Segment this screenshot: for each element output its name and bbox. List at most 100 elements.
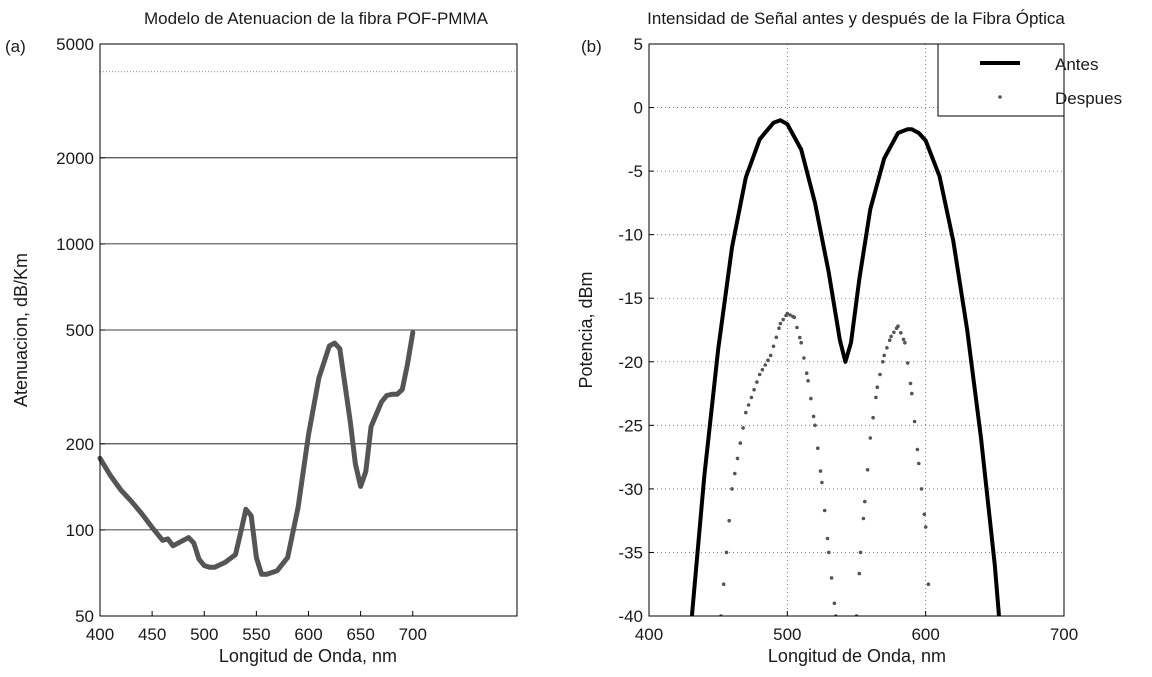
chart-b-point-despues <box>763 363 767 367</box>
chart-b-point-despues <box>816 446 820 451</box>
legend-label-despues: Despues <box>1055 89 1122 108</box>
chart-b-point-despues <box>882 353 886 358</box>
chart-b-point-despues <box>785 311 790 316</box>
chart-b-point-despues <box>889 334 893 339</box>
chart-a-x-tick-label: 600 <box>294 625 322 644</box>
chart-b-point-despues <box>741 426 745 430</box>
chart-b-point-despues <box>813 423 817 428</box>
chart-b-point-despues <box>825 536 830 541</box>
chart-b-point-despues <box>735 456 740 461</box>
chart-b-panel-label: (b) <box>581 37 602 56</box>
chart-b-point-despues <box>901 337 906 342</box>
chart-b-point-despues <box>926 582 931 586</box>
chart-b-point-despues <box>724 550 729 555</box>
chart-b-point-despues <box>917 461 921 466</box>
chart-b-title: Intensidad de Señal antes y después de l… <box>647 9 1065 28</box>
chart-b-point-despues <box>829 576 834 580</box>
chart-a-title: Modelo de Atenuacion de la fibra POF-PMM… <box>144 9 489 28</box>
chart-a-y-tick-label: 500 <box>66 321 94 340</box>
chart-b-point-despues <box>887 338 892 343</box>
chart-b-point-despues <box>766 358 770 363</box>
chart-b-point-despues <box>752 387 756 392</box>
chart-b-x-tick-label: 500 <box>773 625 801 644</box>
chart-b-point-despues <box>760 367 765 372</box>
panel-b: Intensidad de Señal antes y después de l… <box>576 9 1122 666</box>
chart-b-point-despues <box>871 415 875 420</box>
chart-a-y-tick-label: 5000 <box>56 35 94 54</box>
chart-b-point-despues <box>868 436 873 440</box>
chart-b-point-despues <box>858 550 863 555</box>
chart-b-gridlines <box>649 44 1064 616</box>
chart-b-point-despues <box>881 360 885 364</box>
chart-b-point-despues <box>757 372 762 377</box>
chart-b-point-despues <box>857 571 862 576</box>
chart-b-point-despues <box>733 471 737 476</box>
legend-box <box>937 43 1065 117</box>
chart-a-panel-label: (a) <box>5 37 26 56</box>
chart-b-point-despues <box>781 317 785 322</box>
chart-b-y-tick-label: -40 <box>618 607 643 626</box>
chart-a-x-tick-label: 700 <box>399 625 427 644</box>
chart-a-plot <box>97 330 416 577</box>
chart-b-point-despues <box>795 325 799 330</box>
chart-b-point-despues <box>908 381 913 386</box>
chart-b-x-tick-label: 600 <box>911 625 939 644</box>
chart-b-y-axis-label: Potencia, dBm <box>576 271 596 388</box>
chart-b-point-despues <box>875 385 880 390</box>
chart-b-plot <box>689 118 1001 616</box>
chart-b-point-despues <box>768 353 773 358</box>
chart-b-point-despues <box>755 380 759 384</box>
chart-b-x-axis-label: Longitud de Onda, nm <box>768 646 946 666</box>
chart-b-y-tick-label: 5 <box>634 35 643 54</box>
chart-a-x-tick-label: 500 <box>190 625 218 644</box>
chart-b-y-tick-label: -30 <box>618 480 643 499</box>
chart-b-point-despues <box>749 395 754 400</box>
chart-b-point-despues <box>874 395 878 400</box>
chart-b-point-despues <box>746 403 751 407</box>
chart-a-x-ticks: 400 450 500 550 600 650 700 <box>86 611 427 644</box>
chart-b-point-despues <box>802 356 806 360</box>
chart-b-point-despues <box>771 344 776 349</box>
chart-a-x-tick-label: 450 <box>138 625 166 644</box>
chart-b-point-despues <box>820 480 824 485</box>
chart-b-y-tick-label: -20 <box>618 353 643 372</box>
chart-a-y-ticks: 50 100 200 500 1000 2000 5000 <box>56 35 105 626</box>
chart-b-point-despues <box>919 487 924 491</box>
chart-b-point-despues <box>910 391 914 396</box>
chart-a-y-tick-label: 50 <box>75 607 94 626</box>
chart-a-x-tick-label: 400 <box>86 625 114 644</box>
chart-b-y-tick-label: -10 <box>618 226 643 245</box>
chart-b-legend: Antes Despues <box>937 43 1122 117</box>
chart-a-y-tick-label: 200 <box>66 435 94 454</box>
chart-b-point-despues <box>798 335 802 340</box>
chart-b-point-despues <box>774 335 779 340</box>
chart-b-point-despues <box>827 550 831 555</box>
chart-a-gridlines <box>100 71 517 531</box>
chart-b-point-despues <box>922 512 927 517</box>
chart-a-y-tick-label: 1000 <box>56 235 94 254</box>
chart-b-point-despues <box>744 410 748 415</box>
chart-a-y-tick-label: 2000 <box>56 149 94 168</box>
chart-b-point-despues <box>912 419 917 424</box>
chart-b-y-tick-label: -15 <box>618 289 643 308</box>
chart-b-point-despues <box>865 468 870 472</box>
chart-b-frame <box>648 43 1065 617</box>
chart-b-point-despues <box>730 487 734 491</box>
chart-b-point-despues <box>863 499 867 504</box>
chart-b-series-antes <box>689 118 1001 616</box>
chart-b-point-despues <box>899 331 903 335</box>
chart-b-point-despues <box>792 315 797 320</box>
chart-b-point-despues <box>896 324 900 329</box>
chart-b-point-despues <box>832 601 837 606</box>
chart-a-y-tick-label: 100 <box>66 521 94 540</box>
panel-a: Modelo de Atenuacion de la fibra POF-PMM… <box>5 9 518 666</box>
chart-b-point-despues <box>811 414 816 419</box>
chart-b-point-despues <box>809 396 813 401</box>
chart-b-point-despues <box>878 372 882 377</box>
legend-label-antes: Antes <box>1055 55 1098 74</box>
chart-b-point-despues <box>822 508 827 513</box>
chart-b-y-tick-label: 0 <box>634 99 643 118</box>
chart-b-y-ticks: -40 -35 -30 -25 -20 -15 -10 -5 0 5 <box>618 35 654 626</box>
chart-b-point-despues <box>738 441 743 445</box>
